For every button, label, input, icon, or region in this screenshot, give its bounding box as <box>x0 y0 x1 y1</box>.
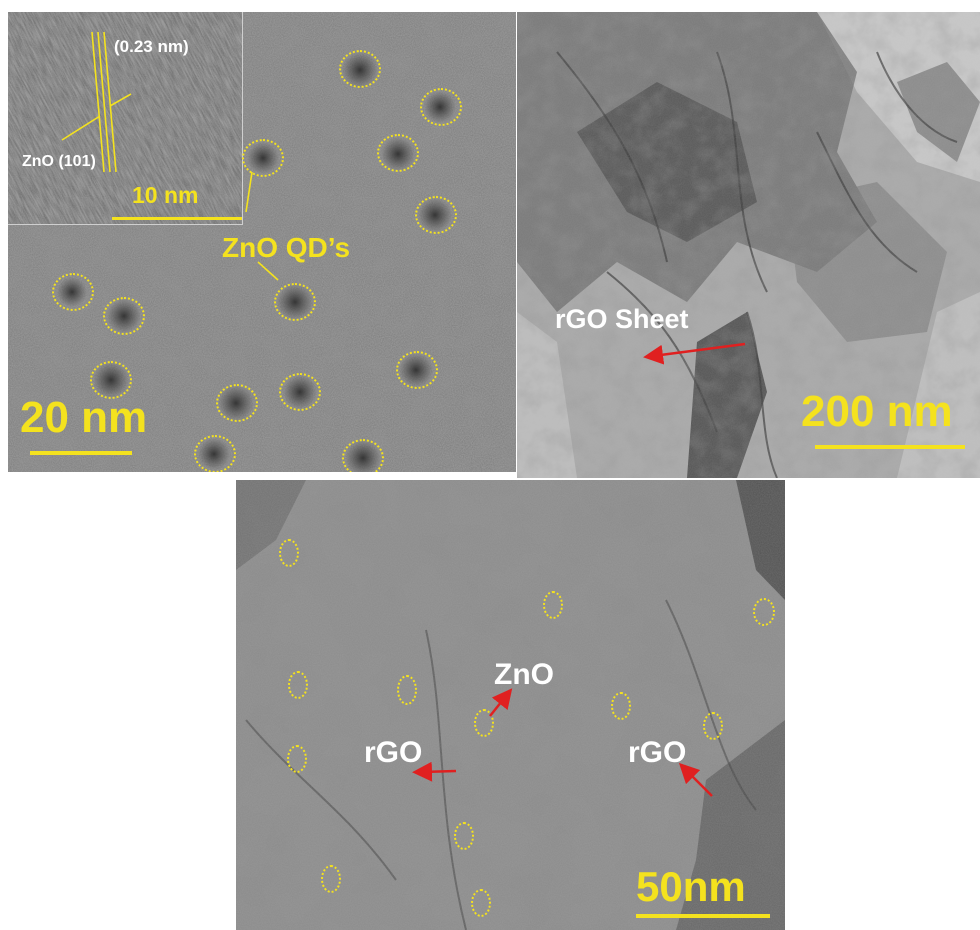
rgo-sheet-label: rGO Sheet <box>555 306 689 333</box>
qd-circle <box>474 709 494 737</box>
qd-circle <box>287 745 307 773</box>
qd-circle <box>377 134 419 172</box>
qd-circle <box>103 297 145 335</box>
rgo-left-label: rGO <box>364 738 422 768</box>
qd-circle <box>342 439 384 472</box>
panel-a-hrtem: (0.23 nm) ZnO (101) 10 nm ZnO QD’s 20 nm <box>8 12 516 472</box>
qd-circle <box>397 675 417 705</box>
qd-circle <box>194 435 236 472</box>
qd-circle <box>279 539 299 567</box>
panel-c-scale-label: 50nm <box>636 866 746 908</box>
lattice-inset: (0.23 nm) ZnO (101) 10 nm <box>8 12 243 225</box>
panel-c-composite: ZnO rGO rGO 50nm <box>236 480 785 930</box>
qd-circle <box>274 283 316 321</box>
zno-label: ZnO <box>494 660 554 690</box>
qd-circle <box>216 384 258 422</box>
qd-circle <box>471 889 491 917</box>
qd-circle <box>242 139 284 177</box>
rgo-right-label: rGO <box>628 738 686 768</box>
panel-a-scale-bar <box>30 451 132 455</box>
qd-circle <box>611 692 631 720</box>
panel-a-scale-label: 20 nm <box>20 396 147 440</box>
qd-circle <box>543 591 563 619</box>
inset-plane-label: ZnO (101) <box>22 154 96 170</box>
panel-b-scale-label: 200 nm <box>801 390 953 434</box>
qd-circle <box>396 351 438 389</box>
qd-circle <box>454 822 474 850</box>
panel-c-scale-bar <box>636 914 770 918</box>
qd-circle <box>703 712 723 740</box>
qd-circle <box>753 598 775 626</box>
inset-scale-label: 10 nm <box>132 184 198 207</box>
panel-b-tem: rGO Sheet 200 nm <box>517 12 980 478</box>
inset-scale-bar <box>112 217 242 220</box>
panel-b-scale-bar <box>815 445 965 449</box>
qd-circle <box>339 50 381 88</box>
qd-circle <box>321 865 341 893</box>
qd-circle <box>415 196 457 234</box>
qd-circle <box>279 373 321 411</box>
qd-circle <box>288 671 308 699</box>
qd-label: ZnO QD’s <box>222 234 350 262</box>
inset-spacing-label: (0.23 nm) <box>114 38 189 55</box>
qd-circle <box>52 273 94 311</box>
qd-circle <box>420 88 462 126</box>
